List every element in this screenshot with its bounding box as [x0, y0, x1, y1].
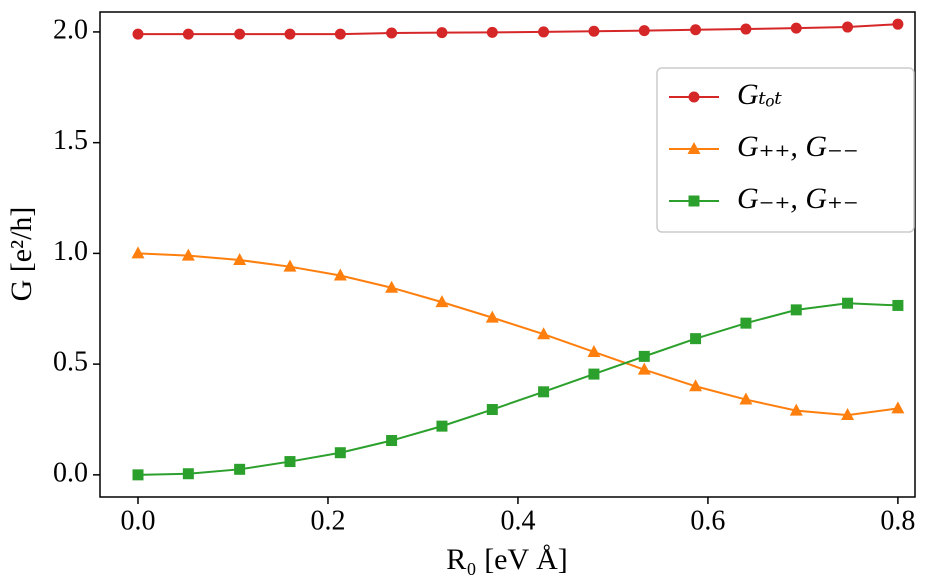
marker: [132, 469, 144, 481]
marker: [587, 344, 601, 357]
marker: [891, 401, 905, 414]
marker: [841, 408, 855, 421]
marker: [334, 28, 346, 40]
marker: [435, 295, 449, 308]
marker: [689, 379, 703, 392]
marker: [334, 447, 346, 459]
marker: [790, 22, 802, 34]
marker: [538, 386, 550, 398]
legend-box: [656, 67, 915, 233]
y-tick-label: 1.5: [53, 125, 88, 156]
legend-label: G₋₊, G₊₋: [737, 182, 859, 215]
y-axis-label: G [e²/h]: [5, 207, 38, 302]
x-tick-label: 0.8: [880, 505, 915, 536]
legend-label: G₊₊, G₋₋: [737, 130, 859, 163]
legend-marker: [688, 91, 700, 103]
marker: [131, 246, 145, 259]
marker: [234, 28, 246, 40]
marker: [486, 404, 498, 416]
marker: [690, 333, 702, 345]
marker: [740, 23, 752, 35]
marker: [739, 392, 753, 405]
marker: [485, 310, 499, 323]
series-line: [137, 252, 899, 417]
marker: [132, 28, 144, 40]
marker: [182, 468, 194, 480]
marker: [284, 28, 296, 40]
marker: [182, 28, 194, 40]
x-axis-label: R₀ [eV Å]: [446, 543, 568, 576]
series-line: [137, 302, 898, 476]
y-tick-label: 0.0: [53, 457, 88, 488]
marker: [637, 362, 651, 375]
marker: [790, 304, 802, 316]
marker: [386, 435, 398, 447]
marker: [892, 299, 904, 311]
marker: [181, 248, 195, 261]
y-tick-label: 2.0: [53, 14, 88, 45]
marker: [842, 21, 854, 33]
marker: [588, 368, 600, 380]
marker: [842, 297, 854, 309]
plot-frame: [99, 11, 916, 498]
x-tick-label: 0.6: [690, 505, 725, 536]
marker: [284, 456, 296, 468]
x-tick-label: 0.4: [500, 505, 535, 536]
marker: [740, 317, 752, 329]
marker: [892, 18, 904, 30]
marker: [385, 280, 399, 293]
marker: [537, 327, 551, 340]
legend-marker: [688, 195, 700, 207]
marker: [690, 24, 702, 36]
marker: [333, 268, 347, 281]
marker: [234, 463, 246, 475]
x-tick-label: 0.0: [120, 505, 155, 536]
marker: [789, 403, 803, 416]
marker: [233, 253, 247, 266]
legend-marker: [687, 142, 701, 154]
marker: [638, 350, 650, 362]
marker: [386, 27, 398, 39]
marker: [436, 27, 448, 39]
marker: [638, 25, 650, 37]
legend-label: Gₜₒₜ: [737, 78, 783, 111]
marker: [283, 259, 297, 272]
y-tick-label: 0.5: [53, 347, 88, 378]
marker: [486, 26, 498, 38]
marker: [436, 420, 448, 432]
y-tick-label: 1.0: [53, 236, 88, 267]
x-tick-label: 0.2: [310, 505, 345, 536]
marker: [588, 25, 600, 37]
marker: [538, 26, 550, 38]
series-line: [137, 23, 898, 36]
